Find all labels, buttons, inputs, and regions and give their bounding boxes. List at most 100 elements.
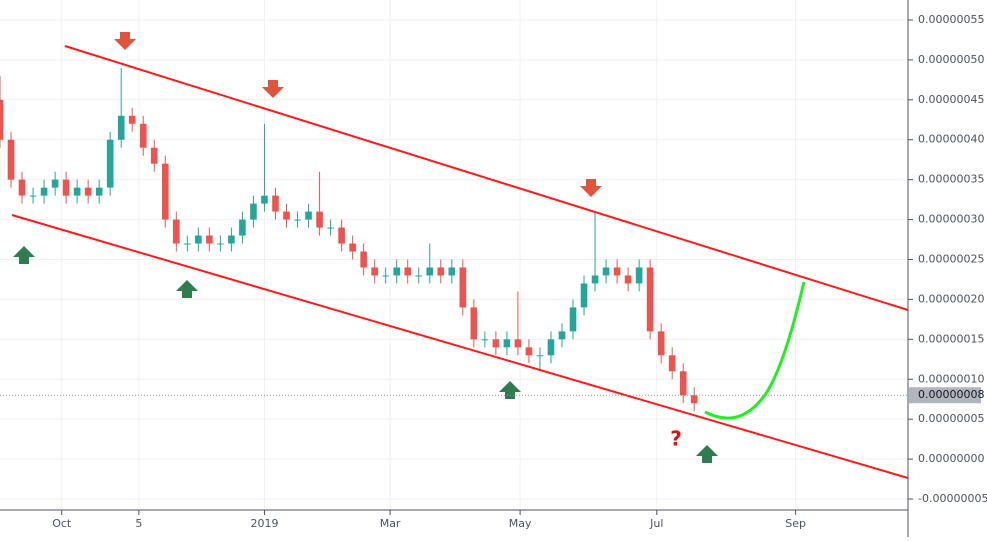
- candle-body: [514, 339, 522, 348]
- candle-body: [239, 219, 246, 236]
- candle-body: [29, 195, 37, 197]
- candle-body: [668, 355, 676, 372]
- up-arrows: [13, 246, 718, 463]
- upper-channel-line: [64, 45, 909, 311]
- y-tick-label: 0.00000040: [918, 133, 984, 146]
- down-arrow: [114, 32, 136, 50]
- up-arrow: [499, 381, 521, 399]
- candle-body: [470, 307, 478, 340]
- candle-body: [294, 219, 301, 221]
- candle-body: [404, 267, 412, 276]
- y-tick-label: 0.00000015: [918, 332, 984, 345]
- candle-body: [283, 211, 290, 220]
- candle-body: [360, 251, 367, 268]
- y-tick-label: 0.00000055: [918, 13, 984, 26]
- candle-body: [657, 331, 665, 356]
- up-arrow: [13, 246, 35, 264]
- candle-body: [106, 139, 114, 188]
- candle-body: [117, 115, 125, 140]
- up-arrow: [176, 280, 198, 298]
- candle-body: [481, 339, 489, 341]
- y-tick-label: 0.00000045: [918, 93, 984, 106]
- candle-body: [613, 267, 621, 276]
- candle-body: [73, 187, 81, 196]
- candle-body: [536, 355, 544, 357]
- candle-body: [84, 187, 92, 196]
- last-price-box: [909, 387, 981, 404]
- candle-body: [624, 275, 632, 284]
- candle-body: [393, 267, 401, 276]
- candle-body: [679, 371, 687, 396]
- up-arrow: [696, 445, 718, 463]
- y-tick-label: 0.00000000: [918, 452, 984, 465]
- candle-body: [18, 179, 26, 196]
- candle-body: [646, 267, 654, 332]
- candle-body: [316, 211, 323, 228]
- y-tick-label: -0.00000005: [918, 492, 987, 505]
- candle-body: [602, 267, 610, 276]
- candle-body: [415, 275, 423, 277]
- candle-body: [228, 235, 235, 244]
- candle-body: [591, 275, 599, 284]
- candle-body: [206, 235, 213, 244]
- candle-body: [305, 211, 312, 220]
- grid: [0, 0, 908, 510]
- candle-body: [128, 115, 136, 124]
- axes: -0.00000005 0.00000000 0.00000005 0.0000001…: [52, 13, 987, 530]
- candle-body: [580, 283, 588, 308]
- candle-body: [547, 339, 555, 356]
- candle-body: [503, 339, 511, 348]
- y-tick-label: 0.00000025: [918, 252, 984, 265]
- candle-body: [448, 267, 456, 276]
- candle-body: [51, 179, 59, 188]
- candle-body: [690, 395, 698, 404]
- candle-body: [62, 179, 70, 196]
- candle-body: [184, 243, 191, 245]
- candle-body: [327, 227, 334, 229]
- x-tick-label: 2019: [250, 517, 278, 530]
- candle-body: [338, 227, 345, 244]
- x-tick-label: Jul: [649, 517, 663, 530]
- candle-body: [569, 307, 577, 332]
- candle-body: [217, 243, 224, 245]
- y-tick-label: 0.00000005: [918, 412, 984, 425]
- candles: [0, 67, 698, 412]
- candle-body: [261, 195, 268, 204]
- candle-body: [40, 187, 48, 196]
- candle-body: [150, 147, 158, 164]
- down-arrow: [580, 179, 602, 197]
- candle-body: [558, 331, 566, 340]
- last-price-label: 0.00000008: [918, 388, 984, 401]
- candle-body: [95, 187, 103, 196]
- x-tick-label: 5: [135, 517, 142, 530]
- down-arrows: [114, 32, 602, 197]
- candle-body: [459, 267, 467, 308]
- candle-body: [173, 219, 180, 244]
- x-tick-label: Oct: [52, 517, 72, 530]
- y-tick-label: 0.00000010: [918, 372, 984, 385]
- candle-body: [492, 339, 500, 348]
- candle-body: [426, 267, 434, 276]
- candle-body: [371, 267, 378, 276]
- down-arrow: [262, 80, 284, 98]
- candle-body: [161, 163, 169, 220]
- candle-body: [7, 139, 15, 180]
- x-tick-label: Mar: [380, 517, 401, 530]
- candle-body: [195, 235, 202, 244]
- x-tick-label: May: [509, 517, 532, 530]
- candle-body: [139, 123, 147, 148]
- question-mark: ?: [670, 427, 682, 451]
- candle-body: [349, 243, 356, 252]
- candle-body: [437, 267, 445, 276]
- candle-body: [272, 195, 279, 212]
- candle-body: [250, 203, 257, 220]
- y-tick-label: 0.00000030: [918, 213, 984, 226]
- candle-body: [0, 99, 4, 140]
- y-tick-label: 0.00000035: [918, 173, 984, 186]
- y-tick-label: 0.00000020: [918, 292, 984, 305]
- y-tick-label: 0.00000050: [918, 53, 984, 66]
- lower-channel-line: [11, 214, 909, 479]
- candle-body: [635, 267, 643, 284]
